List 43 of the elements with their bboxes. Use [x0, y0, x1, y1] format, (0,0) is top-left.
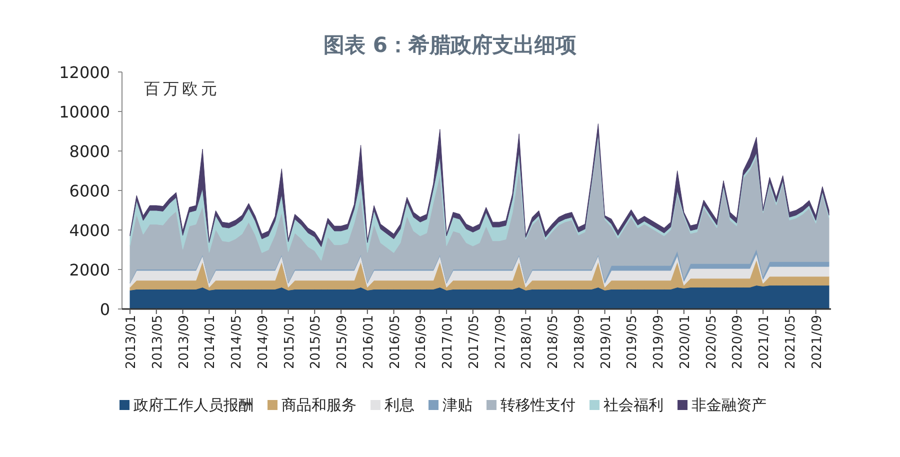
y-tick-label: 8000 [69, 142, 110, 161]
y-tick-label: 10000 [59, 102, 110, 122]
y-axis-title: 百万欧元 [144, 79, 220, 98]
x-tick-label: 2018/09 [572, 315, 588, 370]
y-tick-label: 2000 [69, 260, 110, 280]
x-tick-label: 2018/05 [546, 315, 562, 370]
x-tick-label: 2019/05 [625, 315, 640, 370]
x-tick-label: 2020/09 [730, 315, 746, 370]
legend-label: 社会福利 [604, 396, 664, 414]
x-tick-label: 2014/01 [203, 315, 218, 370]
x-tick-label: 2019/09 [652, 315, 667, 370]
x-tick-label: 2016/09 [414, 315, 430, 370]
legend-label: 商品和服务 [282, 396, 356, 414]
x-tick-label: 2017/05 [466, 315, 482, 370]
x-tick-label: 2015/05 [308, 315, 324, 370]
x-tick-label: 2013/05 [150, 315, 166, 370]
x-tick-label: 2019/01 [598, 315, 614, 370]
legend-label: 利息 [384, 396, 414, 414]
chart-title: 图表 6：希腊政府支出细项 [324, 33, 576, 57]
legend-label: 津贴 [442, 396, 472, 414]
x-tick-label: 2013/09 [176, 315, 192, 370]
x-tick-label: 2014/05 [230, 315, 245, 370]
legend-label: 转移性支付 [500, 396, 576, 414]
x-tick-label: 2017/09 [493, 315, 508, 370]
x-tick-label: 2013/01 [124, 315, 139, 370]
x-tick-label: 2014/09 [256, 315, 271, 370]
legend-label: 非金融资产 [692, 396, 766, 414]
x-tick-label: 2021/09 [810, 315, 825, 370]
x-tick-label: 2015/01 [282, 315, 298, 370]
x-tick-label: 2015/09 [335, 315, 350, 370]
x-tick-label: 2020/01 [678, 315, 693, 370]
y-tick-label: 4000 [69, 221, 110, 240]
x-tick-label: 2021/05 [783, 315, 798, 370]
x-tick-label: 2017/01 [440, 315, 456, 370]
x-tick-label: 2021/01 [757, 315, 772, 370]
x-tick-label: 2020/05 [704, 315, 720, 370]
x-tick-label: 2016/01 [361, 315, 376, 370]
y-tick-label: 6000 [69, 182, 110, 200]
legend-label: 政府工作人员报酬 [134, 396, 254, 414]
x-tick-label: 2018/01 [520, 315, 535, 370]
y-tick-label: 12000 [59, 63, 110, 82]
x-tick-label: 2016/05 [388, 315, 403, 370]
y-tick-label: 0 [100, 300, 110, 319]
